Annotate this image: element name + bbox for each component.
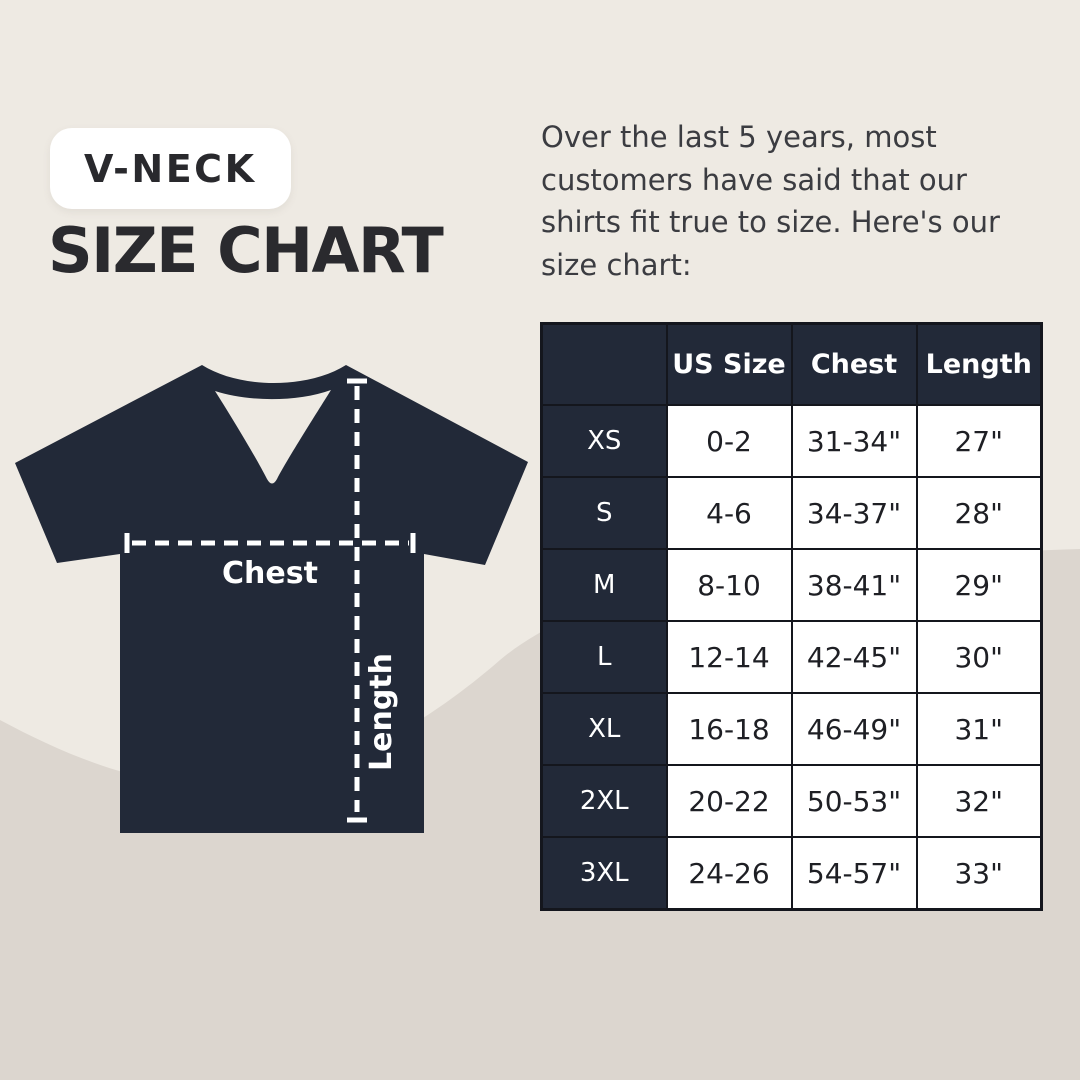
- value-cell: 8-10: [665, 548, 793, 622]
- column-header: US Size: [665, 322, 793, 406]
- size-label-cell: L: [540, 620, 668, 694]
- value-cell: 28": [915, 476, 1043, 550]
- value-cell: 33": [915, 836, 1043, 911]
- value-cell: 31-34": [790, 404, 918, 478]
- value-cell: 24-26: [665, 836, 793, 911]
- size-table-header-row: US Size Chest Length: [540, 322, 1043, 406]
- value-cell: 32": [915, 764, 1043, 838]
- table-row: 2XL 20-22 50-53" 32": [540, 764, 1043, 838]
- table-row: M 8-10 38-41" 29": [540, 548, 1043, 622]
- value-cell: 54-57": [790, 836, 918, 911]
- badge-label: V-NECK: [84, 146, 257, 191]
- value-cell: 30": [915, 620, 1043, 694]
- length-measure-line: [347, 378, 367, 823]
- value-cell: 27": [915, 404, 1043, 478]
- chest-label: Chest: [222, 556, 318, 591]
- table-row: S 4-6 34-37" 28": [540, 476, 1043, 550]
- tshirt-shape: [15, 365, 528, 833]
- tshirt-illustration: Chest Length: [15, 365, 528, 833]
- value-cell: 34-37": [790, 476, 918, 550]
- size-label-cell: 2XL: [540, 764, 668, 838]
- value-cell: 46-49": [790, 692, 918, 766]
- size-label-cell: 3XL: [540, 836, 668, 911]
- value-cell: 20-22: [665, 764, 793, 838]
- value-cell: 42-45": [790, 620, 918, 694]
- intro-text: Over the last 5 years, most customers ha…: [541, 120, 1000, 282]
- value-cell: 31": [915, 692, 1043, 766]
- size-label-cell: XL: [540, 692, 668, 766]
- value-cell: 50-53": [790, 764, 918, 838]
- value-cell: 12-14: [665, 620, 793, 694]
- value-cell: 38-41": [790, 548, 918, 622]
- value-cell: 16-18: [665, 692, 793, 766]
- value-cell: 29": [915, 548, 1043, 622]
- value-cell: 4-6: [665, 476, 793, 550]
- vneck-cutout: [215, 390, 331, 484]
- size-label-cell: XS: [540, 404, 668, 478]
- chest-measure-line: [124, 533, 416, 553]
- column-header: Chest: [790, 322, 918, 406]
- column-header: [540, 322, 668, 406]
- table-row: 3XL 24-26 54-57" 33": [540, 836, 1043, 911]
- page-title: SIZE CHART: [48, 214, 444, 287]
- size-table-head: US Size Chest Length: [540, 322, 1043, 406]
- size-label-cell: M: [540, 548, 668, 622]
- product-type-badge: V-NECK: [50, 128, 291, 209]
- size-table-body: XS 0-2 31-34" 27" S 4-6 34-37" 28" M 8-10 38-41" 29…: [540, 404, 1043, 911]
- value-cell: 0-2: [665, 404, 793, 478]
- length-label: Length: [364, 653, 399, 771]
- column-header: Length: [915, 322, 1043, 406]
- table-row: XS 0-2 31-34" 27": [540, 404, 1043, 478]
- table-row: XL 16-18 46-49" 31": [540, 692, 1043, 766]
- table-row: L 12-14 42-45" 30": [540, 620, 1043, 694]
- size-table: US Size Chest Length XS 0-2 31-34" 27" S 4-6 34-…: [540, 322, 1043, 911]
- size-label-cell: S: [540, 476, 668, 550]
